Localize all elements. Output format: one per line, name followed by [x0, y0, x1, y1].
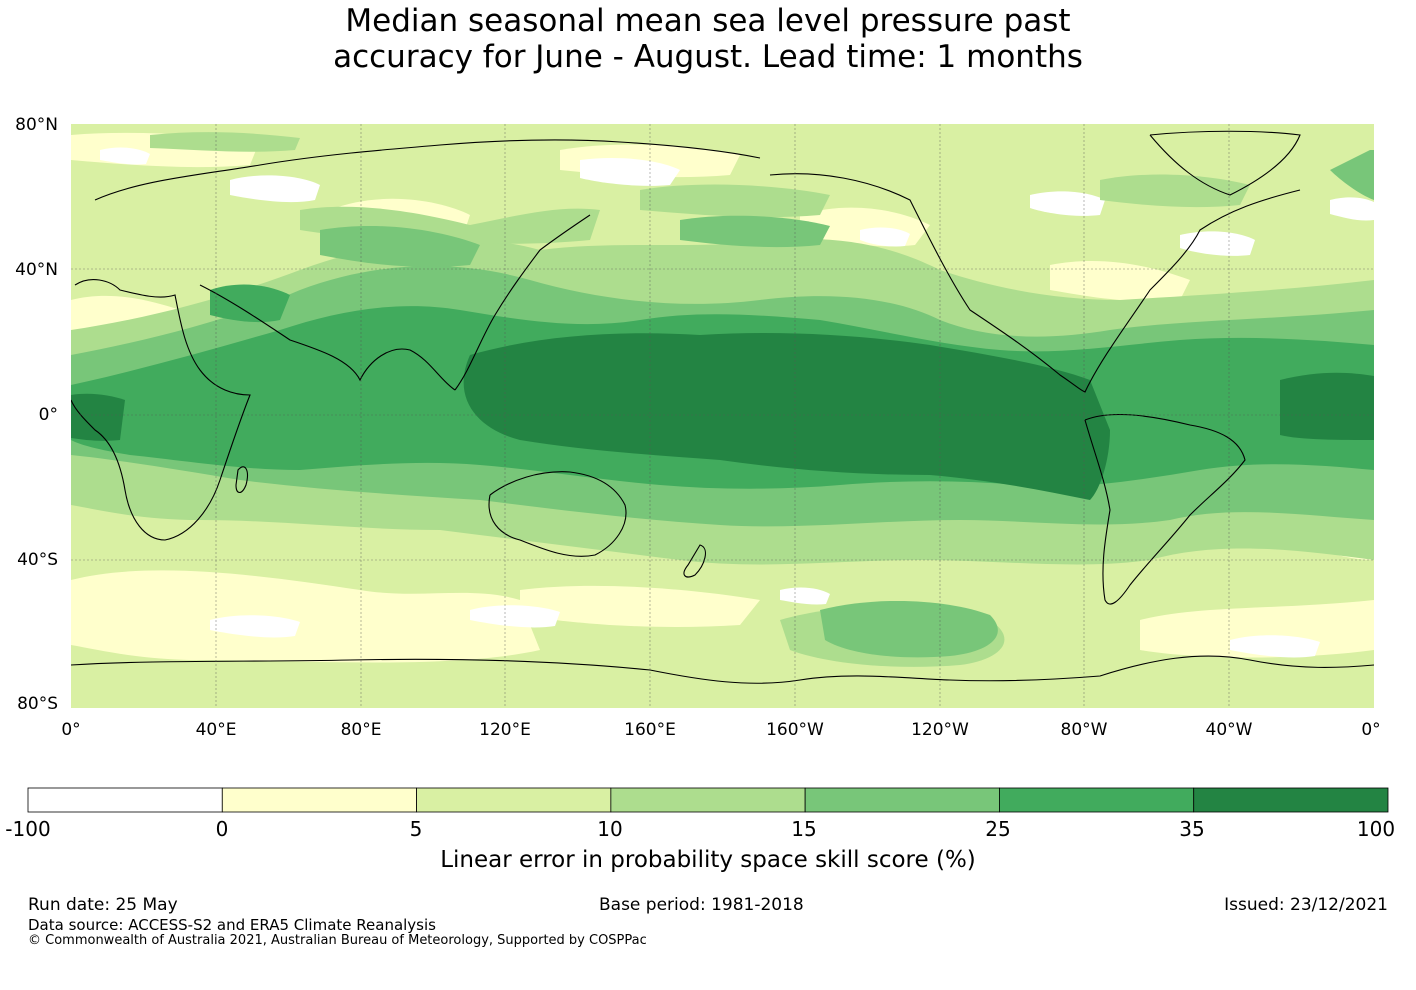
coast-madagascar — [235, 466, 248, 494]
field-level-35 — [71, 333, 1374, 500]
coastlines — [71, 130, 1374, 684]
issued-date: Issued: 23/12/2021 — [1224, 895, 1388, 915]
coast-australia — [488, 471, 627, 557]
copyright: © Commonwealth of Australia 2021, Austra… — [28, 933, 647, 948]
coast-asia-south — [199, 284, 456, 391]
coast-new-zealand — [683, 544, 706, 578]
colorbar-segment — [610, 787, 806, 813]
coast-north-america — [769, 173, 1301, 393]
colorbar-segment — [999, 787, 1195, 813]
colorbar-segment — [416, 787, 612, 813]
coast-eurasia-north — [94, 139, 761, 201]
lat-label-80n: 80°N — [15, 115, 58, 135]
run-date: Run date: 25 May — [28, 895, 178, 915]
data-source: Data source: ACCESS-S2 and ERA5 Climate … — [28, 916, 436, 934]
colorbar-segment — [221, 787, 417, 813]
colorbar-tick-label: 15 — [791, 817, 817, 841]
lat-label-80s: 80°S — [17, 694, 58, 714]
coast-east-asia — [454, 214, 591, 391]
colorbar-label: Linear error in probability space skill … — [440, 847, 976, 873]
colorbar-tick-label: 5 — [409, 817, 423, 841]
lon-label-120w: 120°W — [911, 720, 969, 740]
title-line-2: accuracy for June - August. Lead time: 1… — [333, 39, 1083, 75]
lon-label-0-right: 0° — [1361, 720, 1381, 740]
colorbar-tick-label: 35 — [1179, 817, 1205, 841]
lon-label-160e: 160°E — [624, 720, 676, 740]
colorbar-segment — [27, 787, 223, 813]
lon-label-160w: 160°W — [766, 720, 824, 740]
colorbar — [27, 787, 1389, 813]
colorbar-tick-label: 25 — [985, 817, 1011, 841]
colorbar-segment — [1193, 787, 1389, 813]
colorbar-tick-label: -100 — [5, 817, 51, 841]
title-line-1: Median seasonal mean sea level pressure … — [345, 3, 1071, 39]
coast-europe-africa — [71, 279, 251, 541]
lat-label-0: 0° — [38, 405, 58, 425]
lon-label-80e: 80°E — [340, 720, 382, 740]
colorbar-tick-label: 100 — [1356, 817, 1396, 841]
colorbar-tick-label: 0 — [215, 817, 229, 841]
lon-label-40e: 40°E — [195, 720, 237, 740]
lon-label-80w: 80°W — [1060, 720, 1108, 740]
coast-antarctica — [71, 655, 1374, 684]
field-negative-patches — [100, 147, 1374, 658]
graticule — [71, 124, 1374, 708]
colorbar-segment — [804, 787, 1000, 813]
lon-label-0-left: 0° — [61, 720, 81, 740]
lon-label-120e: 120°E — [479, 720, 531, 740]
lon-label-40w: 40°W — [1205, 720, 1253, 740]
lat-label-40n: 40°N — [15, 260, 58, 280]
coast-greenland — [1149, 130, 1301, 196]
lat-label-40s: 40°S — [17, 550, 58, 570]
colorbar-tick-label: 10 — [597, 817, 623, 841]
coast-south-america — [1084, 414, 1246, 605]
map-field — [71, 124, 1374, 708]
base-period: Base period: 1981-2018 — [599, 895, 804, 915]
